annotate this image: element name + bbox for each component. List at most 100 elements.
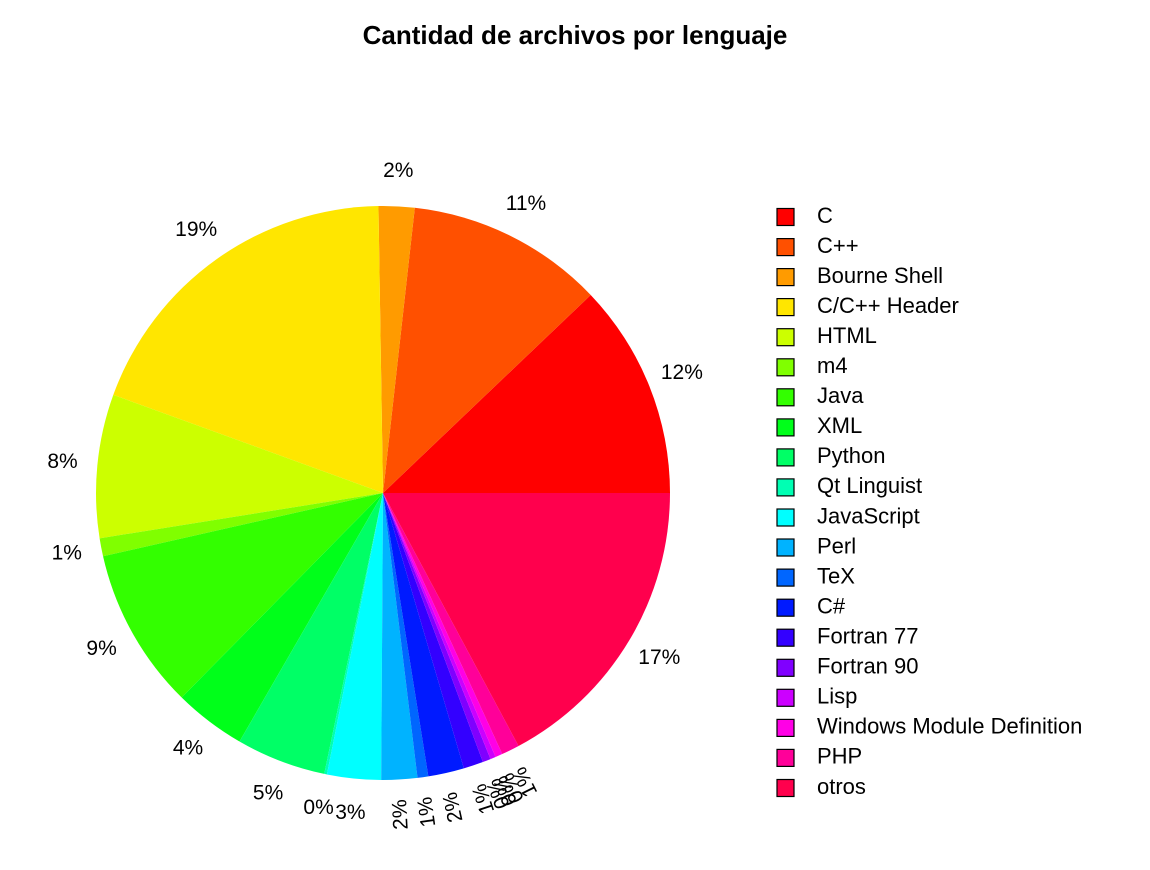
- legend-item-c-c-header: C/C++ Header: [776, 293, 959, 318]
- legend-item-fortran-77: Fortran 77: [776, 624, 919, 649]
- pie-label-html: 8%: [47, 450, 77, 473]
- legend-item-html: HTML: [776, 323, 877, 348]
- legend-item-m4: m4: [776, 353, 848, 378]
- legend-label: m4: [817, 353, 848, 378]
- legend-item-tex: TeX: [776, 563, 855, 588]
- pie-slice-c: [383, 493, 464, 777]
- pie-slice-php: [383, 493, 519, 755]
- pie-label-python: 5%: [253, 781, 283, 804]
- pie-label-qt-linguist: 0%: [303, 796, 333, 819]
- pie-label-m4: 1%: [52, 541, 82, 564]
- pie-slice-fortran-77: [383, 493, 483, 769]
- pie-slice-otros: [383, 493, 670, 746]
- pie-slice-c-c-header: [113, 206, 383, 494]
- legend-swatch: [776, 388, 795, 407]
- pie-label-xml: 4%: [173, 737, 203, 760]
- legend-item-python: Python: [776, 443, 886, 468]
- legend-item-c: C#: [776, 594, 846, 619]
- pie-slice-javascript: [326, 493, 383, 780]
- legend-label: otros: [817, 774, 866, 799]
- pie-label-tex: 1%: [413, 795, 440, 828]
- legend-swatch: [776, 268, 795, 287]
- pie-label-javascript: 3%: [335, 801, 365, 824]
- legend-swatch: [776, 358, 795, 377]
- legend-label: Java: [817, 383, 864, 408]
- pie-slice-windows-module-definition: [383, 493, 503, 758]
- legend-swatch: [776, 628, 795, 647]
- pie-label-c-c-header: 19%: [175, 218, 217, 241]
- pie-slice-perl: [381, 493, 418, 780]
- pie-slice-m4: [99, 493, 384, 557]
- legend-item-bourne-shell: Bourne Shell: [776, 263, 943, 288]
- legend-swatch: [776, 207, 795, 227]
- legend-swatch: [776, 478, 795, 497]
- pie-slice-html: [96, 394, 384, 539]
- pie-label-otros: 17%: [638, 646, 680, 669]
- legend-label: C++: [817, 233, 859, 258]
- legend-label: HTML: [817, 323, 877, 348]
- pie-label-perl: 2%: [388, 799, 413, 831]
- legend-swatch: [776, 418, 795, 437]
- pie-slice-fortran-90: [383, 493, 491, 763]
- legend-swatch: [776, 778, 795, 798]
- pie-slice-tex: [383, 493, 429, 778]
- legend-item-windows-module-definition: Windows Module Definition: [776, 714, 1082, 739]
- legend-item-qt-linguist: Qt Linguist: [776, 473, 922, 498]
- pie-labels: 12%11%2%19%8%1%9%4%5%0% 3% 2% 1%2% 1%0%0%0%1…: [47, 159, 703, 830]
- pie-slice-c: [383, 207, 591, 493]
- legend-label: C#: [817, 594, 846, 619]
- pie-label-c: 2%: [438, 790, 467, 825]
- legend: C C++ Bourne Shell C/C++ Header HTML m4 Java XM…: [776, 203, 1082, 799]
- pie-slice-qt-linguist: [324, 493, 383, 775]
- legend-label: Perl: [817, 533, 856, 558]
- legend-item-xml: XML: [776, 413, 862, 438]
- legend-swatch: [776, 568, 795, 587]
- pie-label-bourne-shell: 2%: [383, 159, 413, 182]
- legend-swatch: [776, 508, 795, 527]
- pie-slice-bourne-shell: [378, 206, 415, 493]
- legend-label: PHP: [817, 744, 862, 769]
- legend-label: Bourne Shell: [817, 263, 943, 288]
- pie-slice-python: [239, 493, 383, 774]
- legend-swatch: [776, 658, 795, 677]
- legend-label: Windows Module Definition: [817, 714, 1082, 739]
- legend-swatch: [776, 448, 795, 467]
- legend-item-perl: Perl: [776, 533, 856, 558]
- legend-item-otros: otros: [776, 774, 866, 799]
- legend-item-fortran-90: Fortran 90: [776, 654, 919, 679]
- legend-label: XML: [817, 413, 862, 438]
- legend-swatch: [776, 298, 795, 317]
- legend-swatch: [776, 748, 795, 768]
- legend-item-javascript: JavaScript: [776, 503, 920, 528]
- legend-label: Python: [817, 443, 886, 468]
- legend-swatch: [776, 718, 795, 738]
- legend-label: JavaScript: [817, 503, 920, 528]
- legend-swatch: [776, 328, 795, 347]
- legend-item-c: C++: [776, 233, 859, 258]
- legend-label: Fortran 77: [817, 624, 919, 649]
- legend-label: C/C++ Header: [817, 293, 959, 318]
- legend-label: TeX: [817, 563, 855, 588]
- pie-slice-xml: [181, 493, 383, 742]
- legend-item-c: C: [776, 203, 833, 228]
- legend-swatch: [776, 688, 795, 707]
- legend-label: C: [817, 203, 833, 228]
- legend-swatch: [776, 538, 795, 557]
- legend-item-lisp: Lisp: [776, 684, 857, 709]
- pie-label-c: 11%: [506, 192, 546, 215]
- pie-slice-c: [383, 294, 670, 493]
- pie-slices: [96, 206, 670, 780]
- legend-swatch: [776, 598, 795, 617]
- pie-slice-lisp: [383, 493, 496, 760]
- pie-slice-java: [103, 493, 384, 698]
- pie-label-java: 9%: [86, 637, 116, 660]
- legend-item-java: Java: [776, 383, 864, 408]
- legend-label: Lisp: [817, 684, 857, 709]
- legend-label: Fortran 90: [817, 654, 919, 679]
- pie-label-c: 12%: [661, 361, 703, 384]
- chart-title: Cantidad de archivos por lenguaje: [362, 20, 788, 50]
- legend-item-php: PHP: [776, 744, 862, 769]
- legend-label: Qt Linguist: [817, 473, 922, 498]
- legend-swatch: [776, 238, 795, 257]
